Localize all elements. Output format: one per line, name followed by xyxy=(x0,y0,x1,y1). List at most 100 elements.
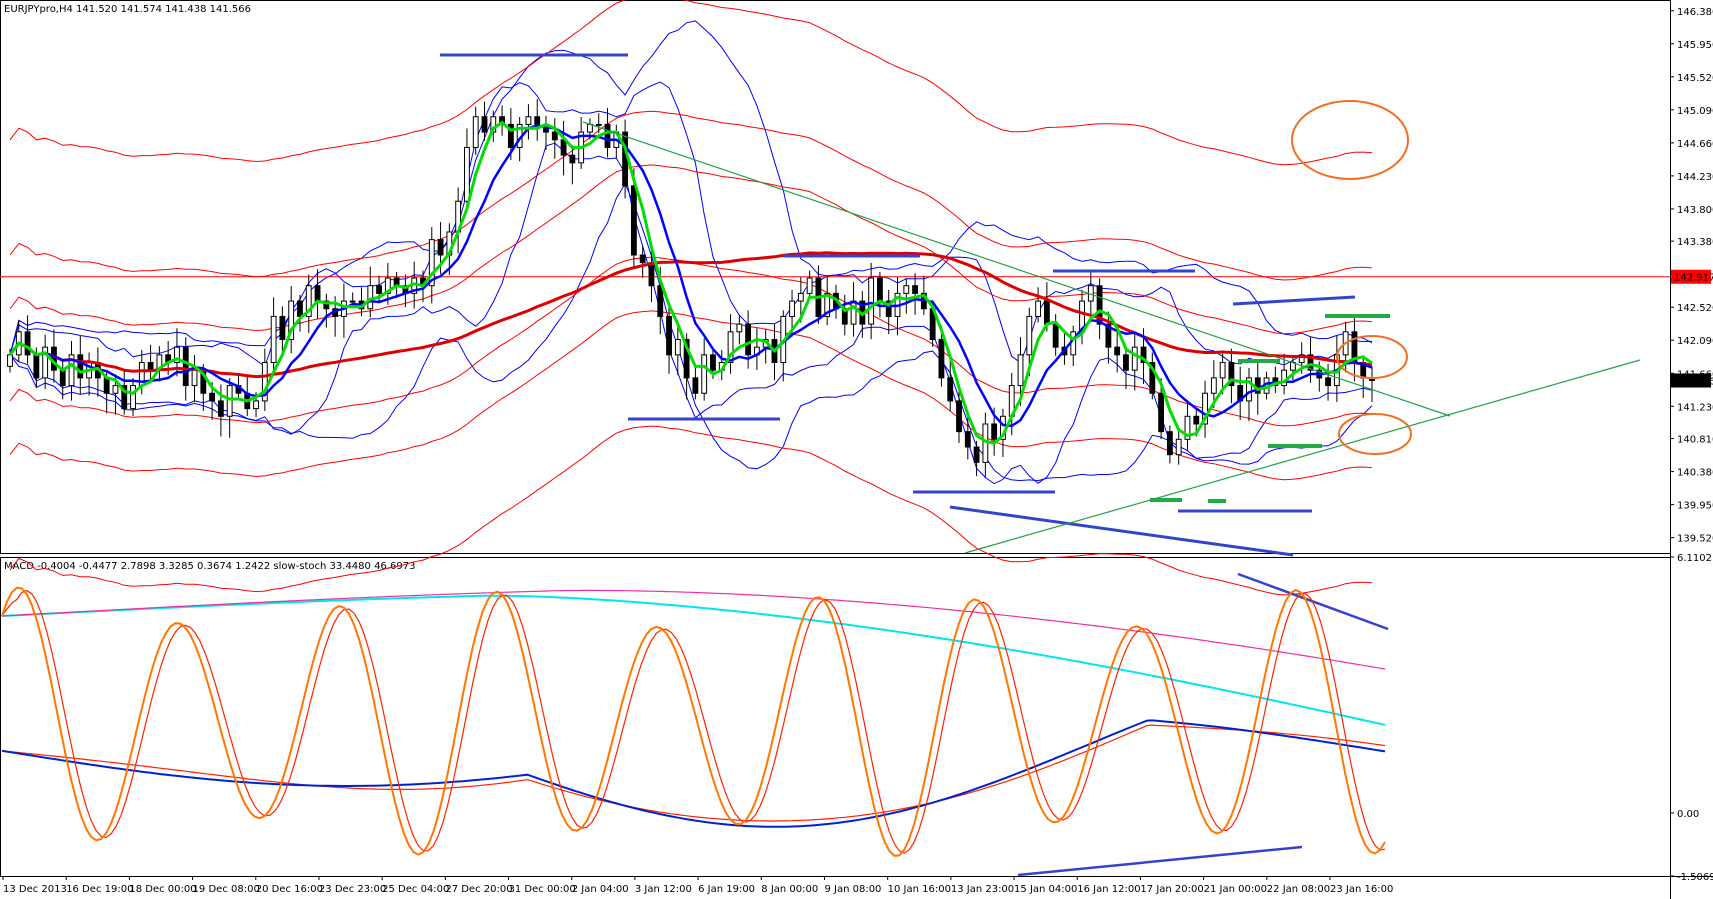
x-tick-label: 13 Jan 23:00 xyxy=(951,884,1014,895)
x-tick-label: 23 Jan 16:00 xyxy=(1330,884,1393,895)
candle-body xyxy=(1123,354,1129,371)
y-tick-label: 142.090 xyxy=(1677,336,1713,347)
candle-body xyxy=(68,354,75,387)
candle-body xyxy=(1096,285,1103,325)
candle-body xyxy=(982,423,989,463)
candle-body xyxy=(1175,438,1182,456)
candle-body xyxy=(376,285,382,294)
candle-body xyxy=(428,239,435,287)
candle-body xyxy=(674,338,681,356)
candle-body xyxy=(1149,362,1156,394)
candle-body xyxy=(1325,377,1331,387)
x-tick-label: 9 Jan 08:00 xyxy=(824,884,881,895)
candle-body xyxy=(1193,415,1200,425)
candle-body xyxy=(1017,354,1024,387)
candle-body xyxy=(789,300,795,317)
candle-body xyxy=(1114,346,1121,356)
candle-body xyxy=(710,354,716,371)
y-tick-label: 145.090 xyxy=(1677,106,1713,117)
envelope-lower-line xyxy=(9,310,1373,481)
indicator-tick-label: 6.1102 xyxy=(1677,553,1712,564)
macd-main-line xyxy=(1,719,1386,828)
candle-body xyxy=(604,123,611,148)
candle-body xyxy=(938,338,945,379)
annotation-orange-circle xyxy=(1336,335,1408,379)
candle-body xyxy=(121,385,128,410)
bollinger-upper-line xyxy=(9,20,1373,355)
candle-body xyxy=(42,346,49,379)
macd-signal-line xyxy=(1,724,1386,822)
candle-body xyxy=(657,285,664,317)
candle-body xyxy=(912,285,918,294)
indicator-panel-frame xyxy=(0,557,1671,877)
candle-body xyxy=(7,354,13,367)
candle-body xyxy=(24,331,31,356)
x-tick-label: 8 Jan 00:00 xyxy=(761,884,818,895)
candle-body xyxy=(209,392,216,402)
candle-body xyxy=(33,354,40,379)
x-tick-label: 19 Dec 08:00 xyxy=(193,884,260,895)
candle-body xyxy=(1307,354,1314,371)
candle-body xyxy=(226,385,233,417)
candle-body xyxy=(191,369,198,387)
x-tick-label: 6 Jan 19:00 xyxy=(698,884,755,895)
candle-body xyxy=(1184,415,1191,440)
candle-body xyxy=(288,300,295,340)
y-tick-label: 144.230 xyxy=(1677,172,1713,183)
trendline-up xyxy=(964,359,1641,554)
y-tick-label: 144.660 xyxy=(1677,139,1713,150)
price-panel-header: EURJPYpro,H4 141.520 141.574 141.438 141… xyxy=(4,4,251,15)
x-tick-label: 21 Jan 00:00 xyxy=(1204,884,1267,895)
candle-body xyxy=(1105,323,1112,348)
bollinger-lower-line xyxy=(9,182,1373,482)
macd-magenta-line xyxy=(1,589,1386,670)
y-tick-label: 143.800 xyxy=(1677,205,1713,216)
candle-body xyxy=(481,116,488,133)
candle-body xyxy=(630,185,637,256)
level-price-label-box xyxy=(1671,269,1711,284)
y-tick-label: 145.950 xyxy=(1677,40,1713,51)
candle-body xyxy=(464,146,470,202)
candle-body xyxy=(77,354,84,379)
candle-body xyxy=(569,154,576,164)
candle-body xyxy=(367,285,374,310)
candle-body xyxy=(112,385,119,394)
candle-body xyxy=(1228,362,1235,387)
annotation-blue-line xyxy=(1237,572,1389,631)
candle-body xyxy=(349,300,356,303)
candle-body xyxy=(1043,300,1050,325)
candle-body xyxy=(1026,315,1033,356)
y-tick-label: 142.520 xyxy=(1677,303,1713,314)
annotation-blue-line xyxy=(1017,845,1303,877)
candle-body xyxy=(217,400,224,417)
candle-body xyxy=(1052,323,1059,348)
candle-body xyxy=(745,323,752,356)
bollinger-inner-upper-line xyxy=(9,81,1373,368)
candle-body xyxy=(973,446,980,463)
x-tick-label: 16 Dec 19:00 xyxy=(66,884,133,895)
x-tick-label: 20 Dec 16:00 xyxy=(256,884,323,895)
candle-body xyxy=(525,116,532,125)
x-tick-label: 27 Dec 20:00 xyxy=(445,884,512,895)
annotation-blue-line xyxy=(1232,295,1356,306)
candle-body xyxy=(903,285,910,294)
candle-body xyxy=(472,116,479,148)
x-tick-label: 25 Dec 04:00 xyxy=(382,884,449,895)
candle-body xyxy=(534,116,541,125)
candle-body xyxy=(437,239,444,256)
candle-body xyxy=(279,315,286,340)
x-tick-label: 13 Dec 2013 xyxy=(3,884,67,895)
candle-body xyxy=(964,431,971,448)
x-tick-label: 18 Dec 00:00 xyxy=(129,884,196,895)
candle-body xyxy=(666,315,672,356)
candle-body xyxy=(727,331,734,364)
candle-body xyxy=(595,123,602,126)
y-tick-label: 140.810 xyxy=(1677,435,1713,446)
candle-body xyxy=(877,277,883,302)
x-tick-label: 22 Jan 08:00 xyxy=(1267,884,1330,895)
candle-body xyxy=(885,300,892,317)
envelope-lower-line xyxy=(9,425,1373,596)
macd-cyan-line xyxy=(1,594,1386,726)
annotation-orange-circle xyxy=(1291,100,1409,180)
